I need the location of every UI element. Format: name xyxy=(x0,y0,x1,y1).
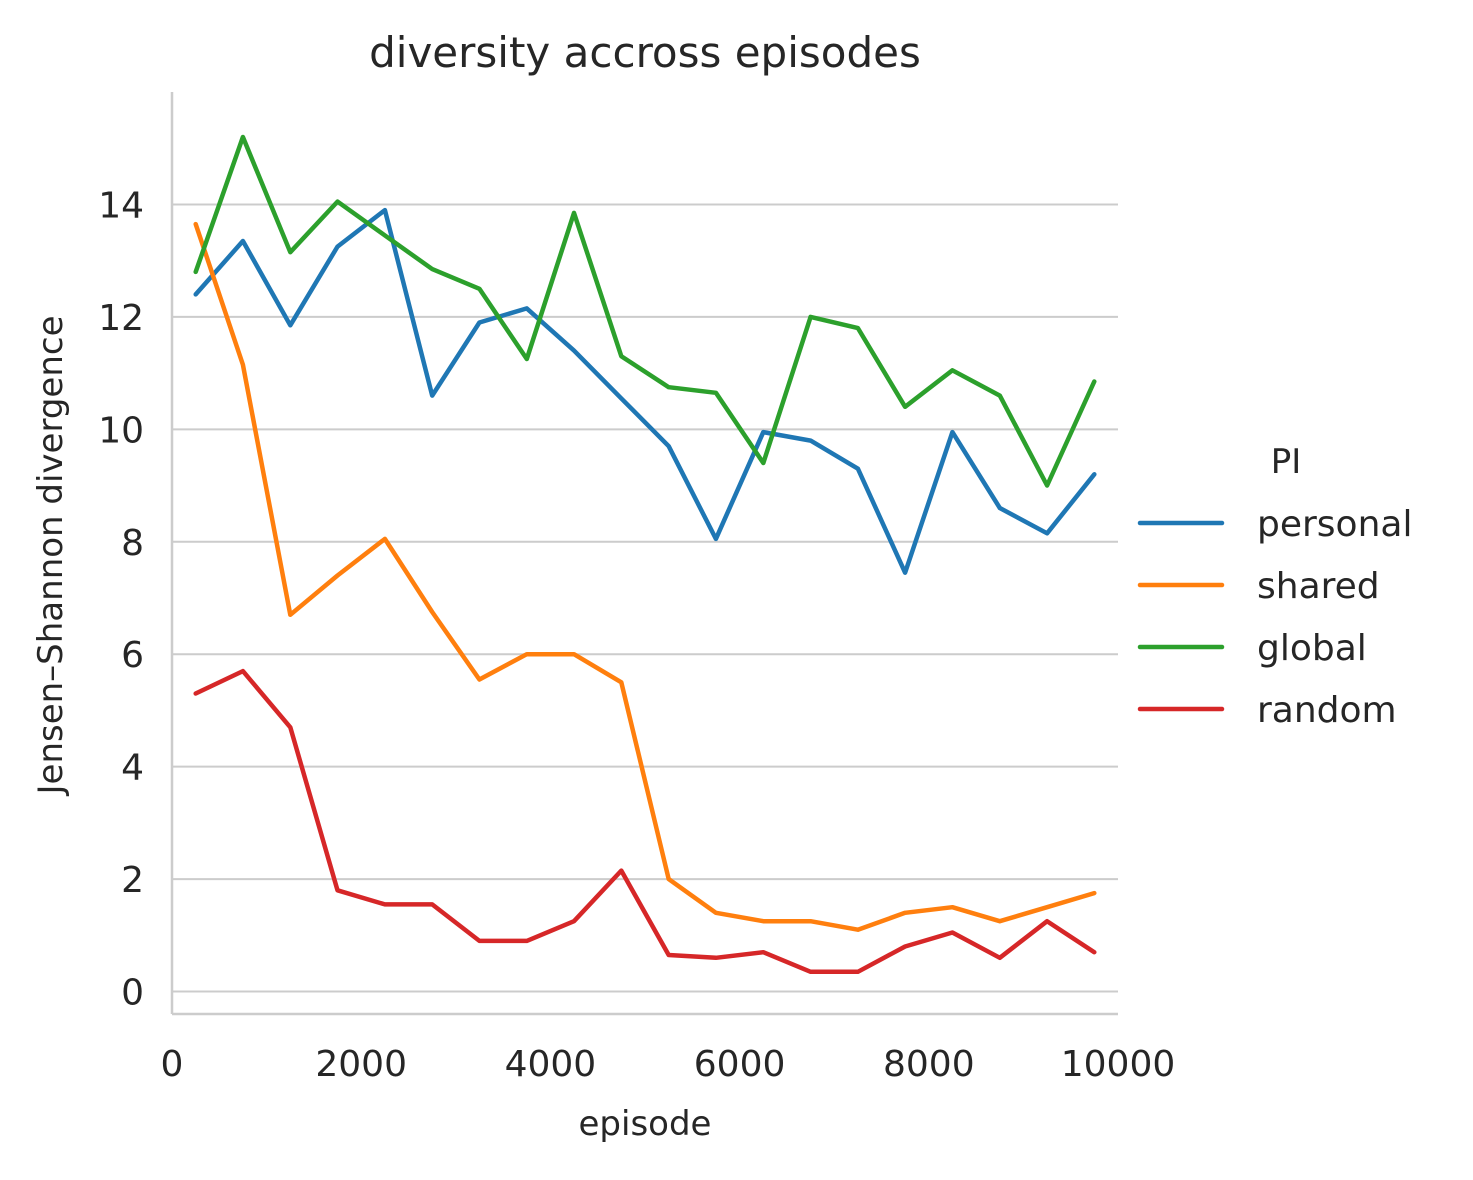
y-tick-label: 0 xyxy=(121,973,144,1014)
tick-labels: 0 2 4 6 8 10 12 14 0 2000 4000 6000 8000 10000 xyxy=(98,185,1175,1085)
y-tick-label: 10 xyxy=(98,410,144,451)
y-axis-label: Jensen–Shannon divergence xyxy=(31,315,71,796)
x-tick-label: 2000 xyxy=(315,1044,407,1085)
y-tick-label: 6 xyxy=(121,635,144,676)
gridlines xyxy=(172,203,1118,993)
legend-label-global: global xyxy=(1257,628,1367,669)
legend-label-personal: personal xyxy=(1257,504,1412,545)
chart-title: diversity accross episodes xyxy=(369,28,921,77)
series-line-shared xyxy=(193,221,1097,932)
x-tick-label: 4000 xyxy=(505,1044,597,1085)
series-line-global xyxy=(193,134,1097,488)
legend-label-random: random xyxy=(1257,690,1397,731)
y-tick-label: 12 xyxy=(98,298,144,339)
legend-label-shared: shared xyxy=(1257,566,1380,607)
y-tick-label: 4 xyxy=(121,748,144,789)
series-line-random xyxy=(193,668,1097,975)
x-tick-label: 0 xyxy=(161,1044,184,1085)
axes xyxy=(170,92,1118,1016)
legend-title: PI xyxy=(1271,442,1302,482)
x-tick-label: 8000 xyxy=(883,1044,975,1085)
y-tick-label: 14 xyxy=(98,185,144,226)
legend: PI personal shared global random xyxy=(1137,442,1412,731)
y-tick-label: 8 xyxy=(121,523,144,564)
x-tick-label: 10000 xyxy=(1061,1044,1176,1085)
y-tick-label: 2 xyxy=(121,860,144,901)
series-line-personal xyxy=(193,207,1097,575)
x-axis-label: episode xyxy=(579,1104,712,1144)
series-lines xyxy=(193,134,1097,975)
x-tick-label: 6000 xyxy=(694,1044,786,1085)
